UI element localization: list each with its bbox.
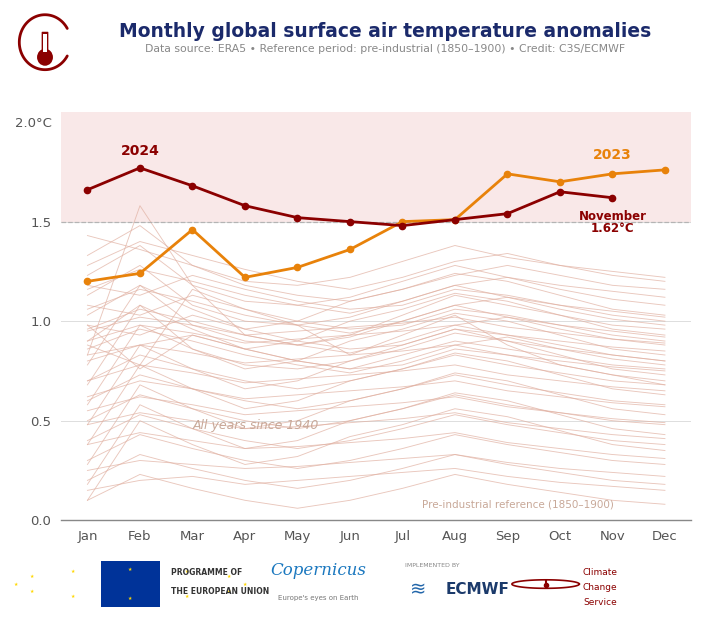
Text: ≋: ≋ bbox=[410, 580, 426, 599]
Text: THE EUROPEAN UNION: THE EUROPEAN UNION bbox=[171, 587, 269, 596]
Text: Copernicus: Copernicus bbox=[271, 563, 366, 579]
Text: ★: ★ bbox=[185, 594, 189, 599]
Text: Monthly global surface air temperature anomalies: Monthly global surface air temperature a… bbox=[119, 22, 652, 40]
Text: ★: ★ bbox=[30, 589, 34, 594]
Text: 2023: 2023 bbox=[593, 148, 632, 162]
FancyBboxPatch shape bbox=[101, 561, 161, 607]
Text: PROGRAMME OF: PROGRAMME OF bbox=[171, 568, 242, 577]
Text: ECMWF: ECMWF bbox=[446, 582, 510, 597]
FancyBboxPatch shape bbox=[42, 32, 48, 58]
Text: 1.62°C: 1.62°C bbox=[590, 222, 634, 235]
Text: ★: ★ bbox=[30, 574, 34, 579]
Text: 2024: 2024 bbox=[120, 144, 159, 158]
Text: ★: ★ bbox=[242, 581, 246, 587]
Text: ★: ★ bbox=[128, 596, 132, 601]
Text: ★: ★ bbox=[185, 569, 189, 574]
Text: ★: ★ bbox=[128, 567, 132, 572]
Text: Service: Service bbox=[583, 598, 616, 607]
Text: All years since 1940: All years since 1940 bbox=[192, 419, 319, 432]
Text: Climate: Climate bbox=[583, 568, 618, 577]
Text: November: November bbox=[578, 210, 647, 222]
Circle shape bbox=[37, 49, 53, 66]
Bar bbox=[61, 112, 691, 222]
Text: ★: ★ bbox=[227, 589, 231, 594]
Text: ★: ★ bbox=[71, 569, 76, 574]
FancyBboxPatch shape bbox=[43, 34, 47, 52]
Text: Data source: ERA5 • Reference period: pre-industrial (1850–1900) • Credit: C3S/E: Data source: ERA5 • Reference period: pr… bbox=[145, 44, 625, 54]
Text: Europe's eyes on Earth: Europe's eyes on Earth bbox=[278, 596, 359, 601]
Text: Pre-industrial reference (1850–1900): Pre-industrial reference (1850–1900) bbox=[422, 499, 614, 509]
Text: ★: ★ bbox=[14, 581, 19, 587]
Text: IMPLEMENTED BY: IMPLEMENTED BY bbox=[405, 563, 460, 568]
Text: ★: ★ bbox=[227, 574, 231, 579]
Text: Change: Change bbox=[583, 583, 618, 592]
Text: ★: ★ bbox=[71, 594, 76, 599]
